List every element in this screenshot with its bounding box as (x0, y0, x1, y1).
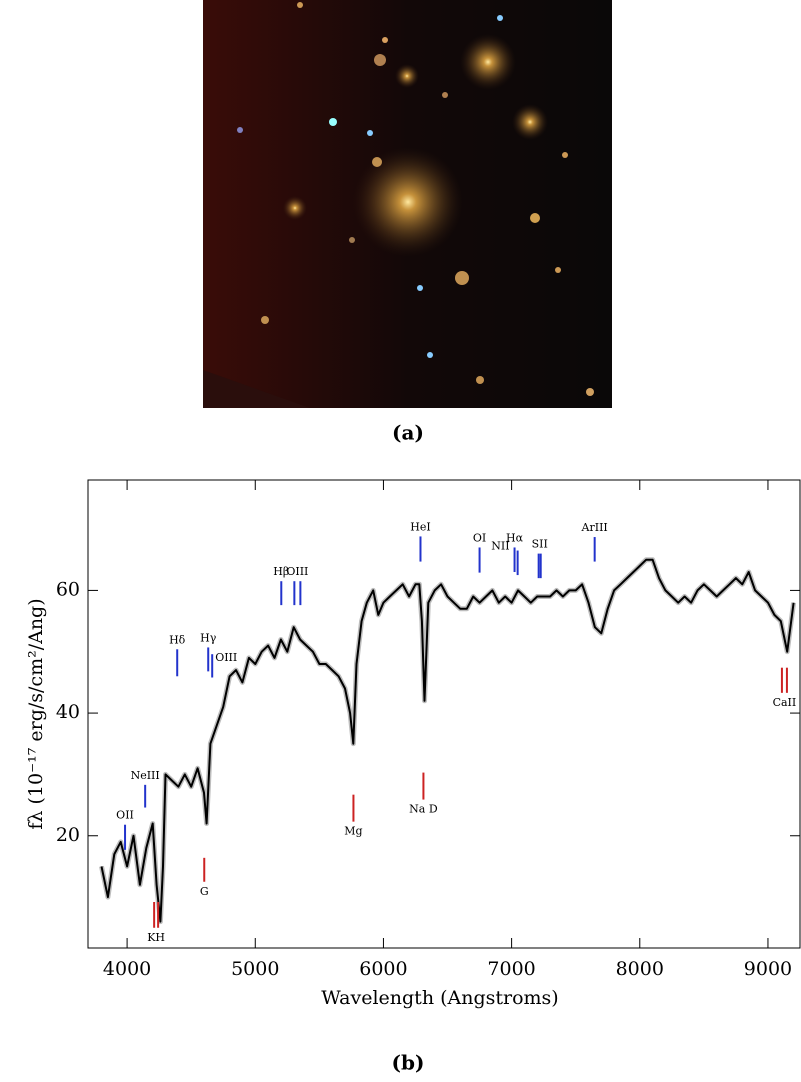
y-axis-label: fλ (10⁻¹⁷ erg/s/cm²/Ang) (25, 598, 47, 829)
spectrum-band (99, 557, 797, 925)
y-tick-label: 60 (56, 578, 80, 600)
line-label: ArIII (581, 521, 608, 534)
line-label: NII (491, 540, 509, 553)
y-tick-label: 40 (56, 701, 80, 723)
line-label: Hδ (169, 633, 186, 646)
x-tick-label: 8000 (616, 958, 664, 980)
x-tick-label: 6000 (359, 958, 407, 980)
line-label: G (200, 885, 209, 898)
plot-frame (87, 479, 801, 949)
line-label: KH (147, 931, 165, 944)
x-axis-label: Wavelength (Angstroms) (321, 987, 558, 1009)
line-label: NeIII (131, 769, 160, 782)
line-label: Mg (344, 825, 362, 838)
x-tick-label: 9000 (744, 958, 792, 980)
line-label: Hβ (273, 565, 289, 578)
line-label: SII (532, 538, 548, 551)
line-label: HeI (410, 520, 430, 533)
y-tick-label: 20 (56, 824, 80, 846)
line-label: OIII (286, 565, 308, 578)
line-label: Na D (409, 803, 438, 816)
spectrum-line (100, 558, 795, 923)
x-tick-label: 7000 (487, 958, 535, 980)
x-tick-label: 5000 (231, 958, 279, 980)
line-label: Hγ (200, 631, 217, 644)
panel-caption: (b) (392, 1051, 425, 1075)
line-label: CaII (773, 696, 797, 709)
x-tick-label: 4000 (103, 958, 151, 980)
galaxy-image (203, 0, 612, 408)
line-label: OII (116, 809, 134, 822)
line-label: OI (473, 531, 486, 544)
line-label: OIII (215, 651, 237, 664)
line-label: Hα (506, 531, 524, 544)
panel-caption: (a) (392, 421, 424, 445)
plot: 4000 5000 6000 7000 8000 9000 20 40 60 OII NeIII Hδ… (56, 480, 800, 980)
